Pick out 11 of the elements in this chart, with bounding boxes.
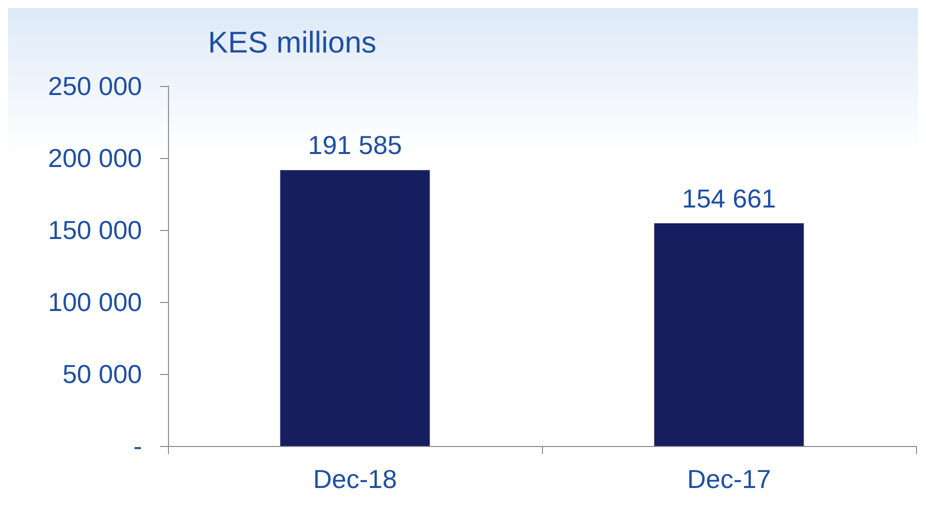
y-tick-label: - (133, 431, 142, 461)
y-tick-label: 200 000 (48, 143, 142, 173)
y-tick-label: 150 000 (48, 215, 142, 245)
y-tick-label: 50 000 (62, 359, 142, 389)
data-label: 191 585 (308, 130, 402, 160)
x-tick-label: Dec-17 (687, 464, 771, 494)
y-tick-label: 250 000 (48, 71, 142, 101)
y-axis-title: KES millions (208, 26, 376, 60)
x-tick-label: Dec-18 (313, 464, 397, 494)
y-tick-label: 100 000 (48, 287, 142, 317)
data-label: 154 661 (682, 183, 776, 214)
